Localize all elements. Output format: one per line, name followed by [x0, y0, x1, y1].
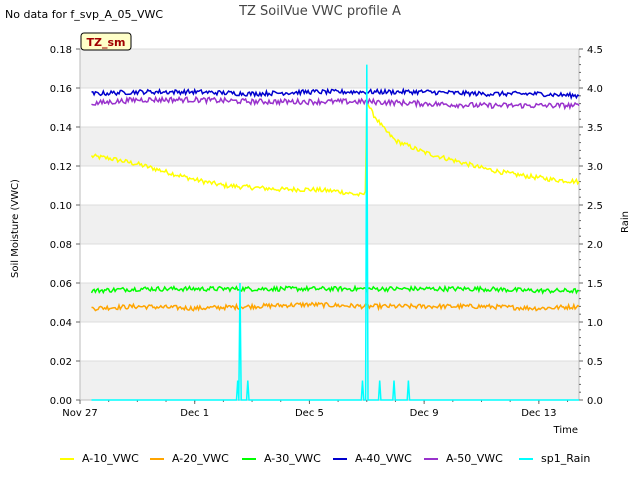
y-tick-label: 0.04 — [50, 318, 72, 329]
y2-tick-label: 3.5 — [587, 123, 603, 134]
y2-tick-label: 2.5 — [587, 201, 603, 212]
legend-item: sp1_Rain — [519, 452, 590, 465]
y-tick-label: 0.18 — [50, 45, 72, 56]
y2-tick-label: 2.0 — [587, 240, 603, 251]
legend-label: A-30_VWC — [264, 452, 321, 465]
legend-swatch — [242, 457, 256, 460]
y-tick-label: 0.00 — [50, 396, 72, 407]
y-tick-label: 0.12 — [50, 162, 72, 173]
x-tick-label: Dec 13 — [521, 408, 556, 419]
grid-band — [80, 127, 579, 166]
series-line-a-50-vwc — [91, 95, 580, 111]
legend-item: A-10_VWC — [60, 452, 139, 465]
chart-legend: A-10_VWC A-20_VWC A-30_VWC A-40_VWC A-50_VWC… — [0, 452, 640, 470]
x-tick-label: Dec 5 — [295, 408, 324, 419]
legend-label: A-20_VWC — [172, 452, 229, 465]
y-tick-label: 0.14 — [50, 123, 72, 134]
y2-tick-label: 0.0 — [587, 396, 603, 407]
series-line-a-10-vwc — [90, 102, 580, 198]
legend-item: A-40_VWC — [333, 452, 412, 465]
y-tick-label: 0.08 — [50, 240, 72, 251]
y2-tick-label: 4.0 — [587, 84, 603, 95]
legend-label: A-40_VWC — [355, 452, 412, 465]
x-axis-label: Time — [553, 425, 578, 436]
legend-label: A-50_VWC — [446, 452, 503, 465]
y2-tick-label: 4.5 — [587, 45, 603, 56]
legend-swatch — [424, 457, 438, 460]
legend-swatch — [150, 457, 164, 460]
y2-tick-label: 3.0 — [587, 162, 603, 173]
no-data-note: No data for f_svp_A_05_VWC — [5, 8, 164, 21]
grid-band — [80, 49, 579, 88]
site-label-box — [80, 32, 132, 51]
y2-axis-label: Rain — [620, 211, 631, 233]
chart-title: TZ SoilVue VWC profile A — [239, 4, 401, 19]
series-line-a-20-vwc — [91, 301, 580, 312]
y-tick-label: 0.02 — [50, 357, 72, 368]
y-tick-label: 0.16 — [50, 84, 72, 95]
series-line-sp1-rain — [91, 64, 579, 401]
x-tick-label: Dec 9 — [410, 408, 439, 419]
legend-item: A-20_VWC — [150, 452, 229, 465]
grid-band — [80, 205, 579, 244]
y2-tick-label: 1.0 — [587, 318, 603, 329]
y-tick-label: 0.06 — [50, 279, 72, 290]
series-line-a-30-vwc — [90, 284, 580, 295]
y-tick-label: 0.10 — [50, 201, 72, 212]
series-line-a-40-vwc — [91, 87, 580, 101]
legend-swatch — [519, 457, 533, 460]
legend-label: sp1_Rain — [541, 452, 591, 465]
legend-swatch — [333, 457, 347, 460]
site-label: TZ_sm — [87, 36, 126, 49]
x-tick-label: Dec 1 — [180, 408, 209, 419]
x-tick-label: Nov 27 — [62, 408, 97, 419]
legend-item: A-30_VWC — [242, 452, 321, 465]
y2-tick-label: 0.5 — [587, 357, 603, 368]
y2-tick-label: 1.5 — [587, 279, 603, 290]
legend-item: A-50_VWC — [424, 452, 503, 465]
legend-swatch — [60, 457, 74, 460]
y-axis-label: Soil Moisture (VWC) — [10, 179, 21, 278]
legend-label: A-10_VWC — [82, 452, 139, 465]
grid-band — [80, 361, 579, 400]
